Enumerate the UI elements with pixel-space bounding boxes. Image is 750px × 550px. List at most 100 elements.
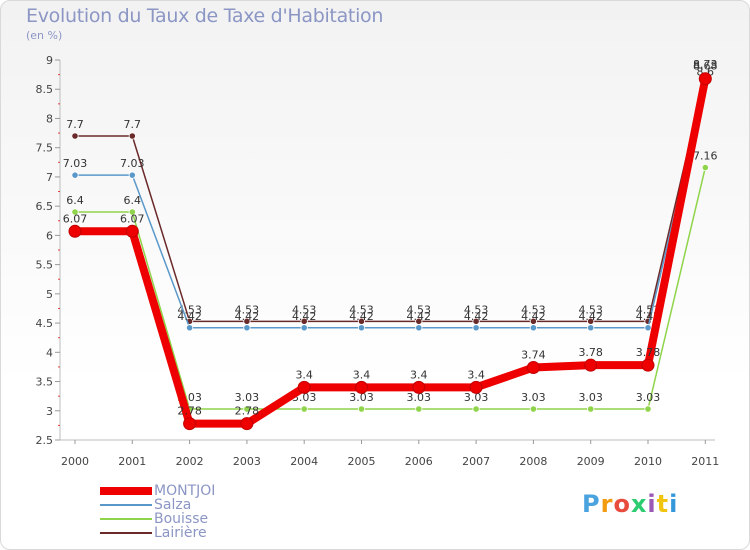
data-label: 8.68 <box>693 60 718 73</box>
data-label: 4.53 <box>407 303 432 316</box>
x-tick-label: 2011 <box>691 455 719 468</box>
y-tick-label: 7 <box>46 171 53 184</box>
data-point <box>644 324 652 332</box>
data-point <box>243 405 251 413</box>
data-point <box>469 380 483 394</box>
series-montjoi: 6.07 6.07 2.78 2.78 3.4 3.4 3.4 3.4 3.74 3.78 3.78… <box>63 60 718 431</box>
legend-label: MONTJOI <box>154 483 216 499</box>
legend-swatch <box>100 504 152 506</box>
data-point <box>644 405 652 413</box>
data-point <box>71 132 79 140</box>
data-label: 3.4 <box>295 368 313 381</box>
data-label: 7.7 <box>66 118 84 131</box>
proxiti-logo: Proxiti <box>582 490 678 518</box>
legend-item-bouisse: Bouisse <box>100 512 215 526</box>
series-line <box>74 75 707 323</box>
logo-letter: i <box>647 490 657 518</box>
y-tick-label: 2.5 <box>36 434 54 447</box>
logo-letter: i <box>669 490 679 518</box>
data-point <box>71 208 79 216</box>
data-point <box>186 324 194 332</box>
series-bouisse: 6.4 6.43.03 3.03 3.03 3.03 3.03 3.03 3.03 3.03 3.… <box>66 150 718 413</box>
data-label: 3.03 <box>407 391 432 404</box>
data-point <box>240 417 254 431</box>
data-label: 4.42 <box>292 310 317 323</box>
y-tick-label: 3 <box>46 405 53 418</box>
data-label: 6.07 <box>120 212 145 225</box>
data-point <box>472 405 480 413</box>
legend-label: Lairière <box>154 525 207 541</box>
y-tick-label: 3.5 <box>36 376 54 389</box>
legend-item-lairi-re: Lairière <box>100 526 215 540</box>
data-point <box>300 405 308 413</box>
y-tick-label: 8.5 <box>36 83 54 96</box>
y-tick-label: 6.5 <box>36 200 54 213</box>
data-point <box>243 324 251 332</box>
data-point <box>128 132 136 140</box>
data-point <box>125 224 139 238</box>
data-point <box>584 358 598 372</box>
x-tick-label: 2004 <box>290 455 318 468</box>
data-point <box>128 171 136 179</box>
y-tick-label: 6 <box>46 229 53 242</box>
data-point <box>529 324 538 332</box>
data-label: 4.42 <box>235 310 260 323</box>
x-tick-label: 2006 <box>405 455 433 468</box>
data-label: 3.03 <box>464 391 489 404</box>
data-label: 6.4 <box>124 194 142 207</box>
data-label: 4.53 <box>636 303 661 316</box>
legend-label: Salza <box>154 497 192 513</box>
data-label: 4.42 <box>464 310 489 323</box>
data-point <box>415 324 423 332</box>
data-label: 3.03 <box>521 391 546 404</box>
data-point <box>71 171 79 179</box>
y-tick-label: 9 <box>46 54 53 67</box>
data-label: 4.42 <box>407 310 432 323</box>
data-label: 4.53 <box>349 303 374 316</box>
data-point <box>300 324 308 332</box>
legend-item-montjoi: MONTJOI <box>100 484 215 498</box>
data-label: 4.42 <box>578 310 603 323</box>
data-point <box>128 208 136 216</box>
data-point <box>357 405 366 413</box>
data-point <box>357 324 366 332</box>
data-label: 4.42 <box>349 310 374 323</box>
data-label: 4.53 <box>292 303 317 316</box>
data-label: 3.4 <box>353 368 371 381</box>
logo-letter: t <box>656 490 670 518</box>
series-line <box>71 74 710 428</box>
legend-swatch <box>100 518 152 520</box>
x-tick-label: 2009 <box>577 455 605 468</box>
x-tick-label: 2001 <box>118 455 146 468</box>
series-line <box>74 166 707 410</box>
y-tick-label: 4 <box>46 346 53 359</box>
data-point <box>526 361 540 375</box>
data-label: 7.7 <box>124 118 142 131</box>
chart-legend: MONTJOI Salza Bouisse Lairière <box>100 484 215 540</box>
series-lairi-re: 7.7 7.74.53 4.53 4.53 4.53 4.53 4.53 4.53 4.53 4.… <box>66 58 718 325</box>
series-line <box>74 82 707 329</box>
data-point <box>472 324 480 332</box>
data-point <box>412 380 426 394</box>
data-label: 3.4 <box>410 368 428 381</box>
y-tick-label: 5.5 <box>36 259 54 272</box>
data-label: 4.53 <box>578 303 603 316</box>
data-label: 4.53 <box>235 303 260 316</box>
data-point <box>701 163 709 172</box>
data-label: 2.78 <box>177 405 202 418</box>
data-point <box>183 417 197 431</box>
data-point <box>587 405 595 413</box>
data-label: 3.03 <box>349 391 374 404</box>
data-label: 3.4 <box>467 368 485 381</box>
data-point <box>297 380 311 394</box>
data-label: 2.78 <box>235 405 260 418</box>
logo-letter: o <box>613 490 631 518</box>
x-tick-label: 2008 <box>519 455 547 468</box>
chart-title: Evolution du Taux de Taxe d'Habitation <box>26 5 384 27</box>
data-label: 8.73 <box>693 58 718 71</box>
data-label: 7.03 <box>120 157 145 170</box>
data-label: 3.03 <box>636 391 661 404</box>
data-label: 7.03 <box>63 157 88 170</box>
logo-letter: P <box>582 490 601 518</box>
